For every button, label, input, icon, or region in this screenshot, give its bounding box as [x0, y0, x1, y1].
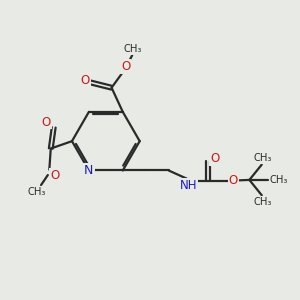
Text: NH: NH [179, 179, 197, 192]
Text: O: O [42, 116, 51, 128]
Text: O: O [229, 174, 238, 187]
Text: CH₃: CH₃ [253, 153, 272, 163]
Text: CH₃: CH₃ [253, 197, 272, 207]
Text: O: O [80, 74, 90, 87]
Text: N: N [84, 164, 94, 177]
Text: O: O [50, 169, 59, 182]
Text: O: O [210, 152, 219, 165]
Text: CH₃: CH₃ [124, 44, 142, 54]
Text: CH₃: CH₃ [270, 175, 288, 185]
Text: CH₃: CH₃ [28, 187, 46, 196]
Text: O: O [121, 60, 130, 73]
